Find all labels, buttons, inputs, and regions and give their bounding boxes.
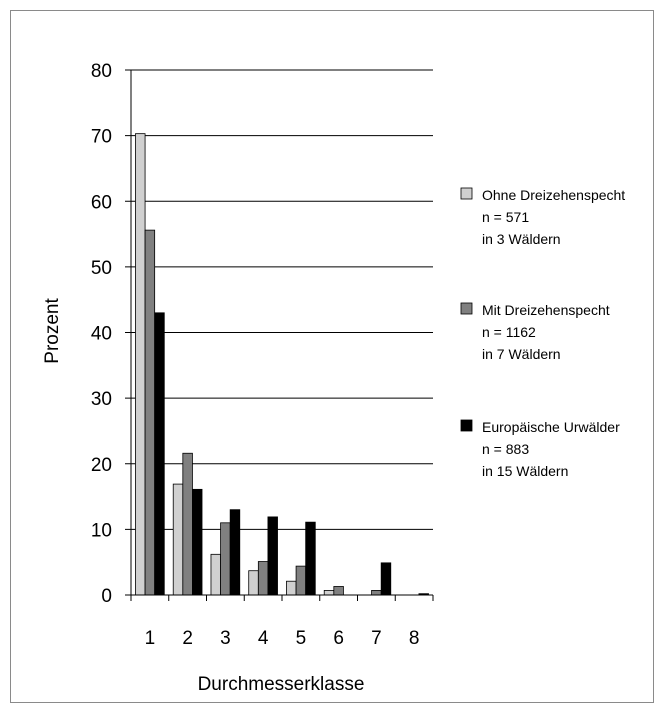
legend-label: Europäische Urwälder bbox=[482, 419, 620, 435]
legend-swatch bbox=[460, 302, 473, 315]
bar-series-2-cat-5 bbox=[295, 565, 307, 596]
x-tick-label: 5 bbox=[296, 628, 307, 649]
legend-label: Mit Dreizehenspecht bbox=[482, 302, 610, 318]
legend-swatch bbox=[460, 187, 473, 200]
x-tick-label: 3 bbox=[220, 628, 231, 649]
bar-series-2-cat-4 bbox=[257, 561, 269, 596]
legend-label: Ohne Dreizehenspecht bbox=[482, 187, 625, 203]
legend-note: n = 1162 bbox=[482, 324, 536, 340]
bar-series-2-cat-1 bbox=[144, 229, 156, 596]
legend-swatch bbox=[460, 419, 473, 432]
y-tick-label: 0 bbox=[101, 586, 112, 607]
bar-series-3-cat-2 bbox=[192, 488, 203, 596]
bar-series-3-cat-1 bbox=[154, 312, 165, 596]
bar-series-2-cat-7 bbox=[371, 590, 382, 596]
bar-series-1-cat-6 bbox=[323, 590, 335, 596]
y-tick-label: 60 bbox=[91, 192, 112, 213]
bar-series-1-cat-4 bbox=[248, 570, 259, 596]
legend: Ohne Dreizehenspecht n = 571 in 3 Wäldern M… bbox=[460, 187, 625, 479]
y-tick-label: 70 bbox=[91, 127, 112, 148]
x-tick-labels: 1 2 3 4 5 6 7 8 bbox=[145, 628, 420, 649]
legend-note: in 7 Wäldern bbox=[482, 346, 561, 362]
y-axis-label: Prozent bbox=[42, 298, 63, 364]
x-tick-label: 4 bbox=[258, 628, 269, 649]
bar-series-3-cat-3 bbox=[229, 509, 241, 596]
x-tick-label: 2 bbox=[182, 628, 193, 649]
bar-series-3-cat-4 bbox=[267, 516, 278, 596]
bar-series-1-cat-1 bbox=[135, 133, 146, 596]
y-tick-label: 40 bbox=[91, 324, 112, 345]
x-tick-label: 8 bbox=[409, 628, 420, 649]
bars bbox=[135, 133, 429, 596]
y-tick-label: 80 bbox=[91, 61, 112, 82]
y-tick-label: 10 bbox=[91, 520, 112, 541]
legend-note: n = 571 bbox=[482, 209, 529, 225]
y-tick-labels: 0 10 20 30 40 50 60 70 80 bbox=[91, 61, 112, 607]
x-tick-label: 6 bbox=[333, 628, 344, 649]
bar-series-2-cat-6 bbox=[333, 586, 344, 596]
bar-series-1-cat-2 bbox=[172, 483, 184, 596]
chart-frame bbox=[10, 10, 654, 703]
legend-note: in 15 Wäldern bbox=[482, 463, 568, 479]
bar-series-2-cat-3 bbox=[220, 522, 231, 596]
x-axis-label: Durchmesserklasse bbox=[198, 674, 365, 695]
axes bbox=[125, 69, 434, 601]
x-tick-label: 7 bbox=[371, 628, 382, 649]
bar-series-1-cat-5 bbox=[286, 580, 297, 596]
bar-series-3-cat-5 bbox=[305, 521, 316, 596]
gridlines bbox=[131, 69, 433, 530]
bar-series-1-cat-3 bbox=[210, 553, 221, 596]
bar-series-3-cat-7 bbox=[380, 562, 392, 596]
legend-note: n = 883 bbox=[482, 441, 529, 457]
x-tick-label: 1 bbox=[145, 628, 156, 649]
y-tick-label: 30 bbox=[91, 389, 112, 410]
y-tick-label: 20 bbox=[91, 455, 112, 476]
y-tick-label: 50 bbox=[91, 258, 112, 279]
legend-note: in 3 Wäldern bbox=[482, 231, 561, 247]
bar-series-2-cat-2 bbox=[182, 452, 193, 596]
